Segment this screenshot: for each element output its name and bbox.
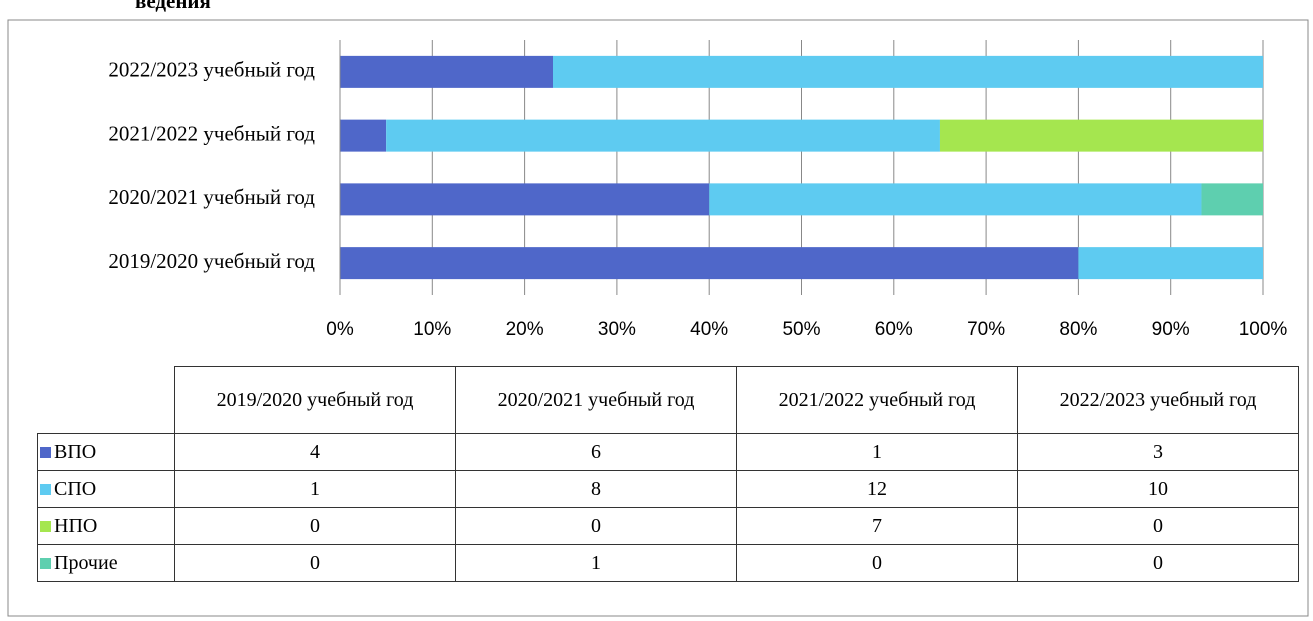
x-tick-label: 10% [413,319,451,340]
value-cell: 12 [736,470,1018,508]
bar-segment [709,183,1202,216]
bar-segment [386,119,940,152]
table-row: Прочие 0 1 0 0 [37,544,1299,582]
header-cell: 2022/2023 учебный год [1017,366,1299,434]
legend-key [40,521,51,532]
legend-label: НПО [54,515,98,537]
y-tick-label: 2019/2020 учебный год [108,249,315,273]
bar-segment [1201,183,1263,216]
x-tick-label: 100% [1239,319,1288,340]
legend-label: СПО [54,478,97,500]
x-tick-label: 60% [875,319,913,340]
row-label: ВПО [37,433,175,471]
value-cell: 0 [174,507,456,545]
value-cell: 7 [736,507,1018,545]
value-cell: 1 [455,544,737,582]
value-cell: 0 [736,544,1018,582]
value-cell: 6 [455,433,737,471]
table-row: ВПО 4 6 1 3 [37,433,1299,471]
corner-cell [37,366,175,434]
value-cell: 4 [174,433,456,471]
value-cell: 0 [174,544,456,582]
value-cell: 10 [1017,470,1299,508]
row-label: СПО [37,470,175,508]
x-tick-label: 80% [1059,319,1097,340]
data-table: 2019/2020 учебный год 2020/2021 учебный г… [37,366,1299,582]
x-tick-label: 40% [690,319,728,340]
y-tick-label: 2020/2021 учебный год [108,185,315,209]
legend-label: Прочие [54,552,118,574]
y-tick-label: 2022/2023 учебный год [108,58,315,82]
bar-segment [340,247,1079,280]
value-cell: 1 [174,470,456,508]
bar-segment [1078,247,1263,280]
legend-key [40,484,51,495]
value-cell: 0 [455,507,737,545]
chart-title: ведения [135,0,211,13]
value-cell: 0 [1017,544,1299,582]
bar-segment [939,119,1263,152]
value-cell: 1 [736,433,1018,471]
legend-key [40,447,51,458]
bar-segment [340,119,387,152]
value-cell: 0 [1017,507,1299,545]
table-row: СПО 1 8 12 10 [37,470,1299,508]
row-label: НПО [37,507,175,545]
x-tick-label: 50% [782,319,820,340]
y-tick-label: 2021/2022 учебный год [108,121,315,145]
chart-border [7,19,1309,617]
x-tick-label: 20% [506,319,544,340]
x-tick-label: 70% [967,319,1005,340]
bar-segment [340,55,553,88]
x-tick-label: 0% [326,319,354,340]
row-label: Прочие [37,544,175,582]
header-cell: 2021/2022 учебный год [736,366,1018,434]
value-cell: 8 [455,470,737,508]
legend-key [40,558,51,569]
table-row: НПО 0 0 7 0 [37,507,1299,545]
value-cell: 3 [1017,433,1299,471]
header-cell: 2020/2021 учебный год [455,366,737,434]
legend-label: ВПО [54,441,97,463]
title-bg [0,0,1313,19]
x-tick-label: 30% [598,319,636,340]
bar-segment [340,183,710,216]
bar-segment [553,55,1263,88]
header-cell: 2019/2020 учебный год [174,366,456,434]
x-tick-label: 90% [1152,319,1190,340]
header-row: 2019/2020 учебный год 2020/2021 учебный г… [37,366,1299,434]
